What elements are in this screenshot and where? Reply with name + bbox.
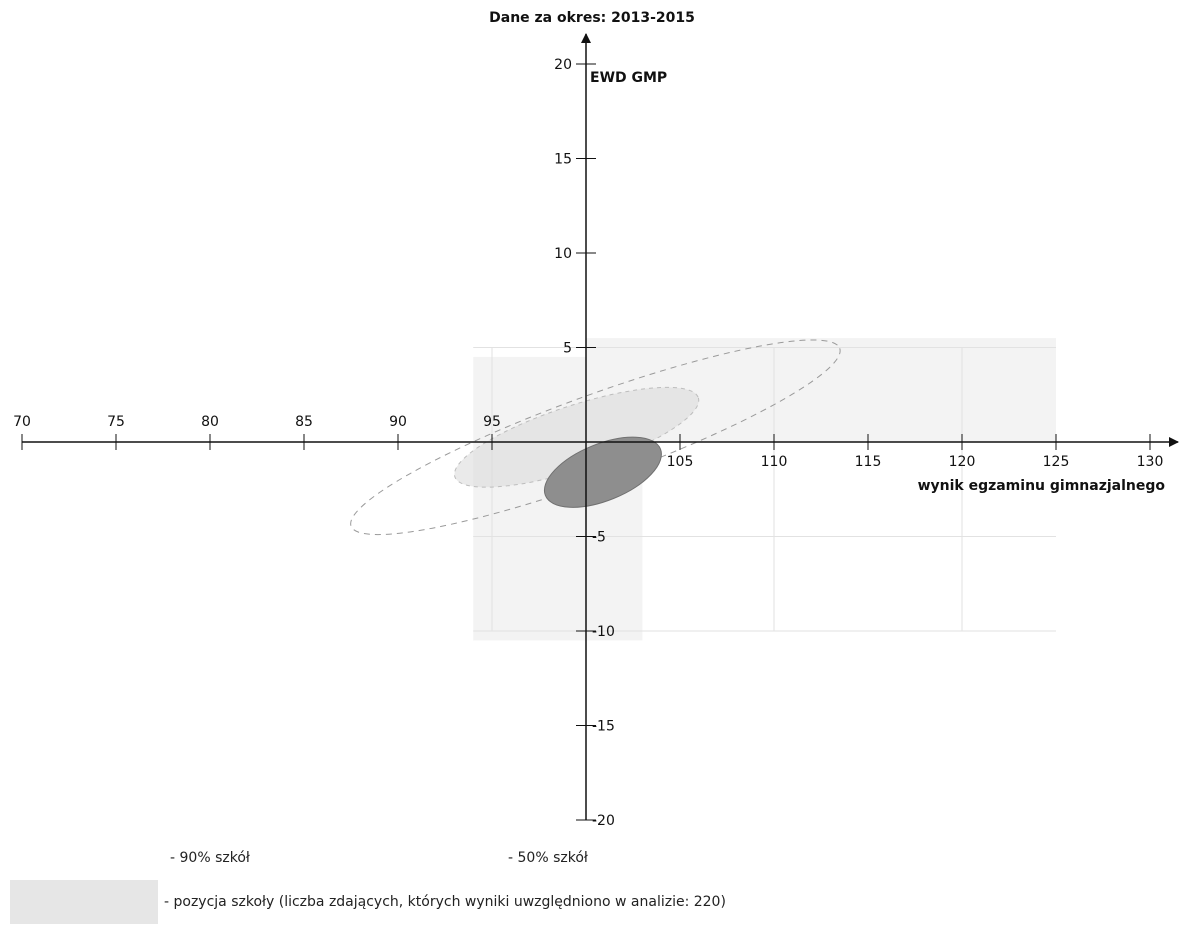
x-tick-label-70: 70 xyxy=(13,414,31,430)
x-tick-label-105: 105 xyxy=(667,454,694,470)
legend-50-label: - 50% szkół xyxy=(508,850,588,866)
legend-school-label: - pozycja szkoły (liczba zdających, któr… xyxy=(164,894,726,910)
y-tick-label-20: 20 xyxy=(554,57,572,73)
x-tick-label-75: 75 xyxy=(107,414,125,430)
y-tick-label-5: 5 xyxy=(563,341,572,357)
y-tick-label--20: -20 xyxy=(592,813,615,829)
x-tick-label-90: 90 xyxy=(389,414,407,430)
y-tick-label-10: 10 xyxy=(554,246,572,262)
x-tick-label-110: 110 xyxy=(761,454,788,470)
x-axis-title: wynik egzaminu gimnazjalnego xyxy=(918,478,1166,494)
x-tick-label-115: 115 xyxy=(855,454,882,470)
y-tick-label--5: -5 xyxy=(592,530,606,546)
x-tick-label-95: 95 xyxy=(483,414,501,430)
y-tick-label--10: -10 xyxy=(592,624,615,640)
legend: - 90% szkół - 50% szkół - pozycja szkoły… xyxy=(10,850,726,924)
x-tick-label-125: 125 xyxy=(1043,454,1070,470)
x-tick-label-85: 85 xyxy=(295,414,313,430)
y-tick-label--15: -15 xyxy=(592,719,615,735)
legend-school-swatch xyxy=(10,880,158,924)
y-tick-label-15: 15 xyxy=(554,152,572,168)
chart-title: Dane za okres: 2013-2015 xyxy=(489,10,695,26)
axes xyxy=(22,33,1179,820)
y-ticks: 20 15 10 5 -5 -10 -15 -20 xyxy=(554,57,615,829)
grid-lines xyxy=(473,347,1056,632)
x-tick-label-80: 80 xyxy=(201,414,219,430)
school-position xyxy=(543,436,662,508)
y-axis-title: EWD GMP xyxy=(590,70,667,86)
x-tick-label-120: 120 xyxy=(949,454,976,470)
legend-90-label: - 90% szkół xyxy=(170,850,250,866)
x-tick-label-130: 130 xyxy=(1137,454,1164,470)
x-ticks: 70 75 80 85 90 95 105 110 115 120 125 130 xyxy=(13,414,1163,470)
